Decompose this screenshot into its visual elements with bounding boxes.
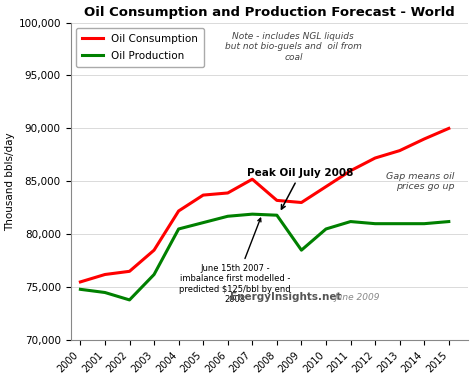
Oil Consumption — [127, 269, 132, 274]
Oil Production — [421, 222, 427, 226]
Y-axis label: Thousand bbls/day: Thousand bbls/day — [6, 132, 16, 231]
Oil Production — [348, 219, 354, 224]
Oil Consumption — [225, 191, 230, 195]
Oil Consumption — [102, 272, 108, 277]
Oil Production — [397, 222, 402, 226]
Oil Consumption — [201, 193, 206, 197]
Oil Production — [127, 298, 132, 302]
Oil Consumption — [372, 156, 378, 160]
Oil Consumption — [348, 168, 354, 173]
Text: Peak Oil July 2008: Peak Oil July 2008 — [247, 168, 354, 209]
Oil Production — [225, 214, 230, 218]
Oil Production — [176, 227, 182, 231]
Oil Consumption — [249, 177, 255, 182]
Text: Gap means oil
prices go up: Gap means oil prices go up — [386, 172, 455, 191]
Oil Production — [323, 227, 329, 231]
Oil Consumption — [323, 184, 329, 189]
Oil Consumption — [274, 198, 280, 203]
Oil Production — [102, 290, 108, 295]
Text: June 15th 2007 -
imbalance first modelled -
predicted $125/bbl by end
2008: June 15th 2007 - imbalance first modelle… — [179, 218, 291, 304]
Oil Consumption — [421, 137, 427, 141]
Oil Production — [446, 219, 452, 224]
Oil Production — [151, 272, 157, 277]
Oil Consumption — [397, 148, 402, 153]
Oil Consumption — [299, 200, 304, 205]
Title: Oil Consumption and Production Forecast - World: Oil Consumption and Production Forecast … — [84, 6, 455, 19]
Legend: Oil Consumption, Oil Production: Oil Consumption, Oil Production — [76, 28, 204, 68]
Oil Production — [274, 213, 280, 217]
Oil Production — [372, 222, 378, 226]
Line: Oil Production: Oil Production — [81, 214, 449, 300]
Text: EnergyInsights.net: EnergyInsights.net — [230, 292, 341, 302]
Oil Consumption — [151, 248, 157, 252]
Oil Production — [78, 287, 83, 291]
Text: Note - includes NGL liquids
but not bio-guels and  oil from
coal: Note - includes NGL liquids but not bio-… — [225, 32, 362, 62]
Oil Consumption — [446, 126, 452, 131]
Oil Production — [299, 248, 304, 252]
Oil Consumption — [176, 209, 182, 213]
Oil Consumption — [78, 280, 83, 284]
Line: Oil Consumption: Oil Consumption — [81, 128, 449, 282]
Oil Production — [201, 220, 206, 225]
Text: June 2009: June 2009 — [334, 293, 380, 302]
Oil Production — [249, 212, 255, 217]
